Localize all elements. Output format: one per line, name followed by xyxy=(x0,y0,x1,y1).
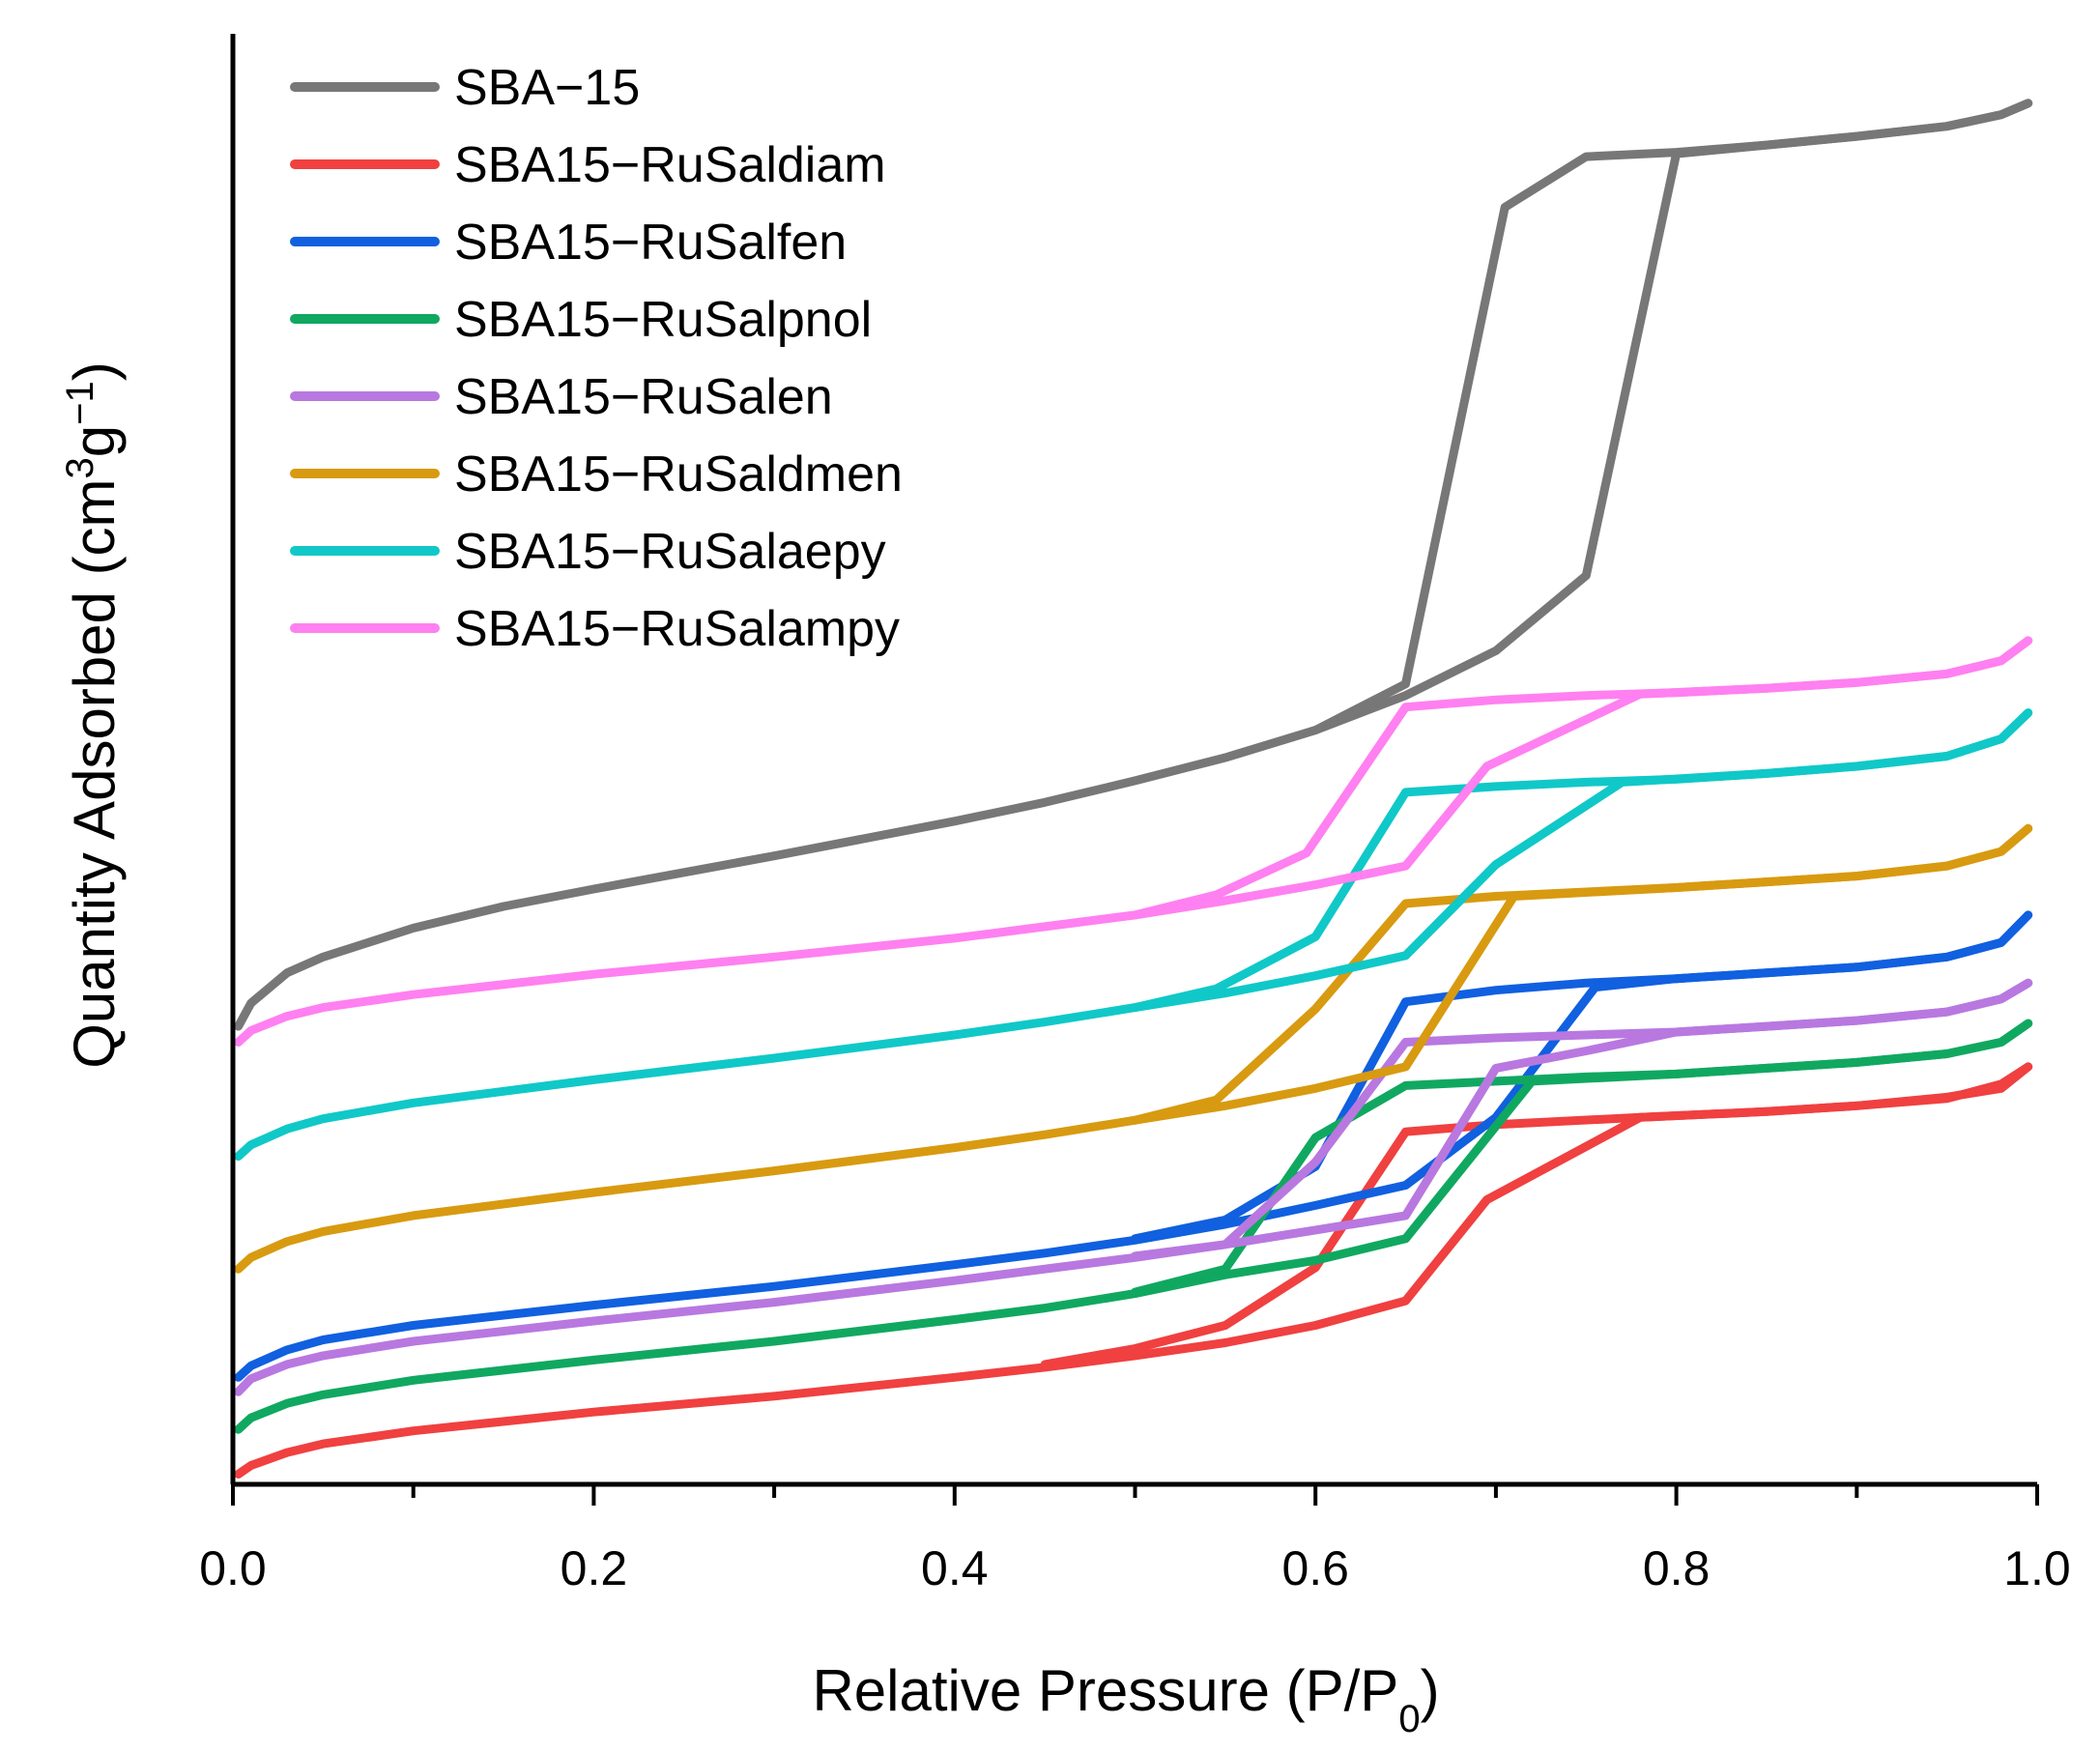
series-5-adsorption-line xyxy=(234,978,2033,1396)
x-ticks: 0.0 0.2 0.4 0.6 0.8 1.0 xyxy=(199,1484,2071,1595)
legend: SBA−15 SBA15−RuSaldiam SBA15−RuSalfen SBA15… xyxy=(290,60,903,657)
series-4-desorption-line xyxy=(1131,1019,2033,1297)
series-1-desorption-line xyxy=(1310,99,2033,735)
x-axis-title: Relative Pressure (P/P0) xyxy=(812,1658,1439,1740)
legend-label-5: SBA15−RuSalen xyxy=(454,369,833,425)
series-6-desorption-line xyxy=(1131,823,2033,1125)
legend-label-2: SBA15−RuSaldiam xyxy=(454,137,886,193)
x-tick-label: 0.6 xyxy=(1281,1541,1349,1595)
plot-series xyxy=(234,99,2033,1479)
series-7-desorption-line xyxy=(1131,708,2033,1013)
series-5-desorption-line xyxy=(1131,978,2033,1261)
series-4-adsorption-line xyxy=(234,1019,2033,1434)
series-2-desorption-line xyxy=(1040,1062,2033,1369)
series-8-adsorption-line xyxy=(234,636,2033,1047)
legend-label-7: SBA15−RuSalaepy xyxy=(454,524,886,580)
legend-label-3: SBA15−RuSalfen xyxy=(454,215,847,271)
legend-label-4: SBA15−RuSalpnol xyxy=(454,292,872,348)
x-tick-label: 0.0 xyxy=(199,1541,267,1595)
legend-label-1: SBA−15 xyxy=(454,60,640,116)
legend-label-6: SBA15−RuSaldmen xyxy=(454,446,903,503)
series-6-adsorption-line xyxy=(234,823,2033,1274)
x-tick-label: 1.0 xyxy=(2003,1541,2071,1595)
x-tick-label: 0.8 xyxy=(1643,1541,1711,1595)
legend-label-8: SBA15−RuSalampy xyxy=(454,601,900,657)
series-2-adsorption-line xyxy=(234,1062,2033,1479)
x-tick-label: 0.2 xyxy=(561,1541,628,1595)
series-8-desorption-line xyxy=(1131,636,2033,920)
y-axis-title: Quantity Adsorbed (cm3g−1) xyxy=(59,361,127,1069)
x-tick-label: 0.4 xyxy=(921,1541,989,1595)
